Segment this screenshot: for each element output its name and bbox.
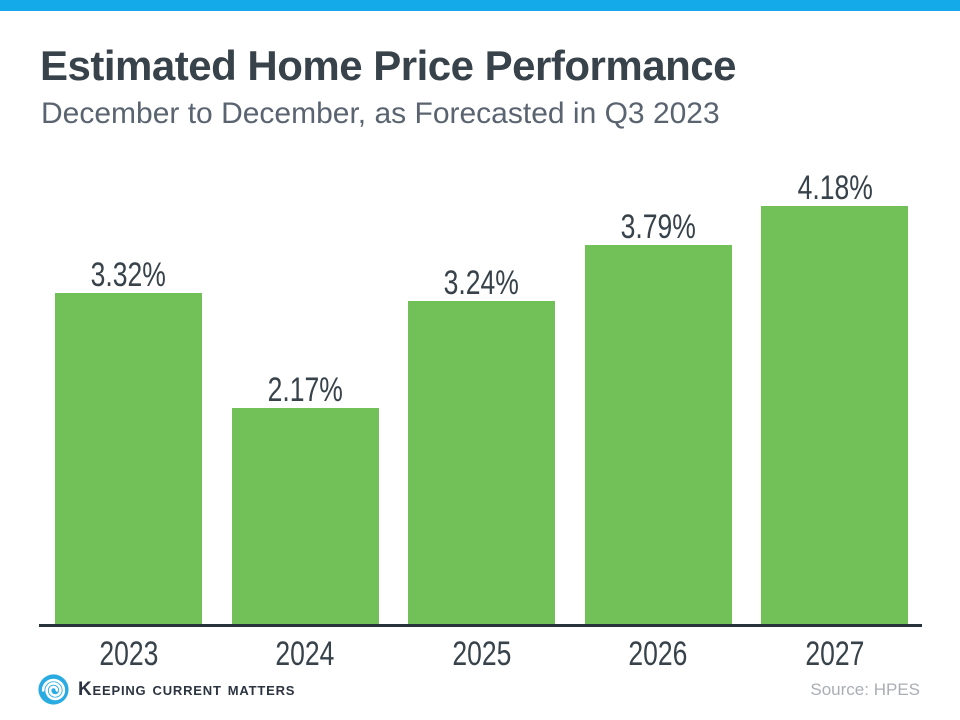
x-axis-label-2025: 2025 — [452, 635, 512, 673]
bar-2024 — [231, 408, 379, 626]
bar-2025 — [408, 301, 556, 626]
page-title: Estimated Home Price Performance — [40, 42, 736, 89]
bar-chart: 3.32% 2.17% 3.24% 3.79% 4.18% — [39, 160, 922, 626]
page-subtitle: December to December, as Forecasted in Q… — [41, 97, 720, 130]
x-axis-label-2023: 2023 — [98, 635, 158, 673]
x-axis-label-2024: 2024 — [275, 635, 335, 673]
x-axis-line — [39, 624, 922, 627]
bar-value-label: 3.32% — [90, 256, 167, 294]
brand-logo: Keeping Current Matters — [38, 674, 295, 705]
bar-value-label: 4.18% — [797, 169, 873, 207]
x-axis-label-2027: 2027 — [805, 635, 865, 673]
brand-name: Keeping Current Matters — [78, 678, 296, 700]
source-note: Source: HPES — [810, 680, 920, 699]
bar-value-label: 2.17% — [267, 371, 343, 409]
bar-2023 — [55, 293, 202, 626]
bar-value-label: 3.24% — [444, 264, 520, 302]
bar-value-label: 3.79% — [620, 208, 696, 246]
x-axis-label-2026: 2026 — [628, 635, 688, 673]
swirl-logo-icon — [38, 674, 69, 705]
bar-2027 — [761, 206, 909, 626]
bar-2026 — [584, 245, 732, 626]
top-accent-bar — [0, 0, 960, 11]
